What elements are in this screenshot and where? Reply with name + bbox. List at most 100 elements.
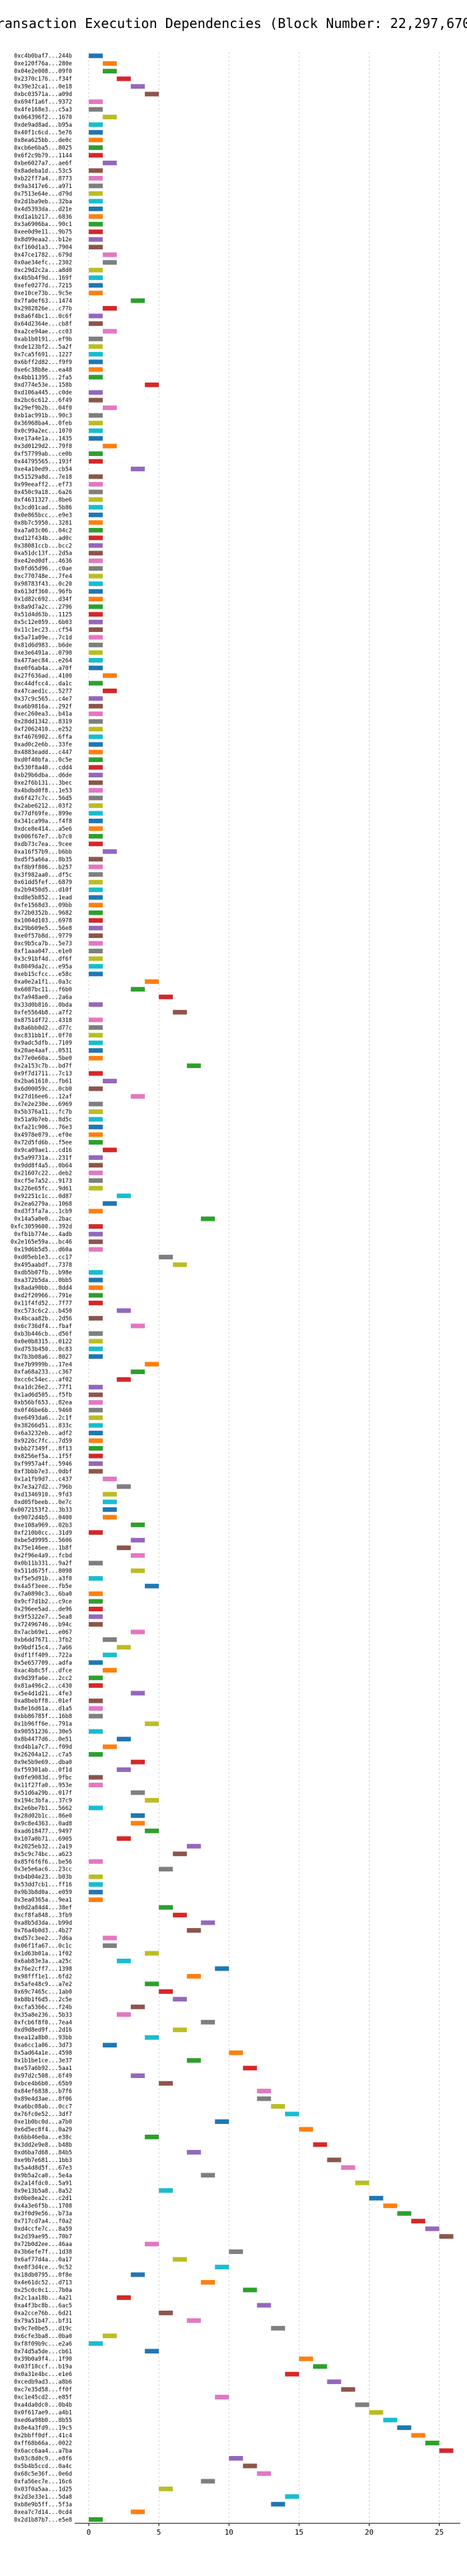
- y-tick-label: 0x72b0352b...9682: [14, 910, 72, 917]
- dependency-bar: [89, 1040, 103, 1045]
- dependency-bar: [89, 597, 103, 602]
- dependency-bar: [201, 2280, 215, 2285]
- dependency-bar: [89, 390, 103, 395]
- y-tick-label: 0x5a71a09e...7c1d: [14, 635, 72, 641]
- y-tick-label: 0x6cfe3ba8...0ba0: [14, 2333, 72, 2340]
- dependency-bar: [89, 788, 103, 793]
- y-tick-label: 0xcf8fa848...3fb9: [14, 1913, 72, 1919]
- dependency-bar: [89, 1599, 103, 1604]
- dependency-bar: [285, 2371, 300, 2377]
- dependency-bar: [89, 1033, 103, 1038]
- dependency-bar: [89, 1407, 103, 1413]
- dependency-bar: [145, 2035, 159, 2040]
- dependency-bar: [89, 711, 103, 717]
- y-tick-label: 0xfe1568d3...09bb: [14, 903, 72, 909]
- y-tick-label: 0x6af77d4a...0a17: [14, 2257, 72, 2263]
- y-tick-label: 0x2bbff0df...41c4: [14, 2433, 72, 2439]
- dependency-bar: [89, 375, 103, 380]
- y-tick-label: 0x6d5ec8f4...0a29: [14, 2127, 72, 2133]
- y-tick-label: 0x0e865bcc...e9e3: [14, 512, 72, 519]
- y-tick-label: 0x2025eb32...2a19: [14, 1843, 72, 1850]
- y-tick-label: 0x2ea6279a...1068: [14, 1201, 72, 1207]
- y-tick-label: 0xa0e2a1f1...0a3c: [14, 979, 72, 985]
- dependency-bar: [89, 780, 103, 785]
- y-tick-label: 0x2bc6c612...6f49: [14, 397, 72, 404]
- dependency-bar: [89, 183, 103, 189]
- y-tick-label: 0xf8b9f806...b257: [14, 864, 72, 871]
- y-tick-label: 0x29b609e5...56e8: [14, 925, 72, 932]
- y-tick-label: 0x6087bc11...f6b0: [14, 987, 72, 993]
- dependency-bar: [243, 2287, 258, 2293]
- dependency-bar: [89, 1025, 103, 1030]
- y-tick-label: 0x9c8e4363...0ad8: [14, 1821, 72, 1827]
- dependency-bar: [89, 1178, 103, 1183]
- dependency-bar: [89, 1660, 103, 1665]
- dependency-bar: [131, 1813, 145, 1818]
- y-tick-label: 0x39e32ca1...0e18: [14, 84, 72, 91]
- y-tick-label: 0x4a5f3eee...fb5e: [14, 1583, 72, 1590]
- y-tick-label: 0xb4b04e23...b03b: [14, 1874, 72, 1881]
- y-tick-label: 0xfa21c906...76e3: [14, 1124, 72, 1131]
- y-tick-label: 0x495aabdf...7378: [14, 1262, 72, 1269]
- y-tick-label: 0x6bb46e0a...e38c: [14, 2134, 72, 2141]
- dependency-bar: [103, 405, 117, 411]
- y-tick-label: 0x84ef6838...b7f6: [14, 2089, 72, 2095]
- dependency-bar: [89, 1354, 103, 1359]
- y-tick-label: 0x1004d103...6978: [14, 918, 72, 925]
- y-tick-label: 0x296ee5ad...de96: [14, 1607, 72, 1613]
- y-tick-label: 0x8d99eaa2...b12e: [14, 237, 72, 243]
- dependency-bar: [89, 2517, 103, 2522]
- dependency-bar: [271, 2104, 286, 2109]
- y-tick-label: 0x21607c22...deb2: [14, 1170, 72, 1177]
- dependency-bar: [89, 696, 103, 701]
- dependency-bar: [89, 1469, 103, 1474]
- dependency-bar: [117, 1545, 131, 1551]
- dependency-bar: [89, 344, 103, 349]
- y-tick-label: 0xa372b5da...0bb5: [14, 1277, 72, 1284]
- dependency-bar: [89, 719, 103, 724]
- dependency-bar: [89, 1231, 103, 1237]
- y-tick-label: 0x0e0b8315...0122: [14, 1339, 72, 1345]
- y-tick-label: 0xd05eb1e3...cc17: [14, 1255, 72, 1261]
- dependency-bar: [89, 1247, 103, 1252]
- dependency-bar: [341, 2387, 356, 2392]
- y-tick-label: 0x8049da2c...e95a: [14, 963, 72, 970]
- dependency-bar: [89, 887, 103, 893]
- y-tick-label: 0xd753b450...0c83: [14, 1346, 72, 1353]
- dependency-bar: [89, 1055, 103, 1061]
- dependency-bar: [89, 543, 103, 548]
- dependency-bar: [89, 2341, 103, 2346]
- y-tick-label: 0xad0c2e6b...33fe: [14, 742, 72, 749]
- dependency-bar: [103, 260, 117, 265]
- dependency-bar: [89, 1224, 103, 1229]
- y-tick-label: 0xe2f6b131...3bec: [14, 780, 72, 787]
- y-tick-label: 0xc573c6c2...b450: [14, 1308, 72, 1315]
- dependency-bar: [89, 551, 103, 556]
- dependency-bar: [159, 1989, 173, 1994]
- dependency-bar: [159, 2188, 173, 2193]
- dependency-bar: [89, 619, 103, 625]
- dependency-bar: [89, 413, 103, 418]
- dependency-bar: [89, 1461, 103, 1466]
- dependency-bar: [89, 283, 103, 288]
- dependency-bar: [89, 1209, 103, 1214]
- dependency-bar: [89, 1400, 103, 1405]
- y-tick-label: 0x44795565...193f: [14, 459, 72, 465]
- y-tick-label: 0x90551236...30e5: [14, 1729, 72, 1735]
- dependency-bar: [103, 1667, 117, 1673]
- y-tick-label: 0xe57a6b92...5aa1: [14, 2065, 72, 2072]
- y-tick-label: 0xf160d1a3...7904: [14, 245, 72, 251]
- dependency-bar: [89, 604, 103, 609]
- dependency-bar: [187, 1928, 201, 1933]
- y-tick-label: 0x03c8d0c9...e8f6: [14, 2455, 72, 2462]
- dependency-bar: [89, 1415, 103, 1421]
- y-tick-label: 0x0fd65d96...c0ae: [14, 566, 72, 573]
- y-tick-label: 0xc9b5ca7b...5e73: [14, 941, 72, 947]
- y-tick-label: 0xa4da0dc0...0b4b: [14, 2402, 72, 2409]
- y-tick-label: 0xfa68a233...c367: [14, 1369, 72, 1376]
- y-tick-label: 0xa1dc26e2...77f1: [14, 1385, 72, 1391]
- dependency-bar: [89, 153, 103, 158]
- dependency-bar: [89, 1859, 103, 1864]
- y-tick-label: 0xf9957a4f...5946: [14, 1461, 72, 1467]
